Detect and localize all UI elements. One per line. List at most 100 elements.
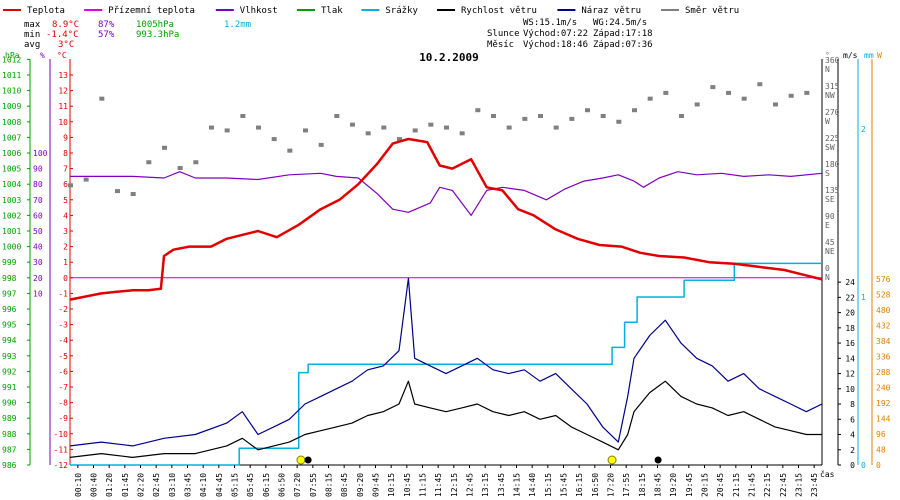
tick-direction-deg: 45 [825,238,835,247]
series-temperature [69,137,823,301]
stats-min-press: 993.3hPa [136,30,179,40]
tick-direction-dir: SE [825,195,835,204]
axis-label-rain: mm [864,51,874,60]
legend-label: Srážky [385,6,418,16]
tick-temp: 5 [63,196,68,205]
wind-direction-point [240,114,246,118]
wind-direction-point [397,137,402,142]
tick-time: 21:45 [748,473,757,497]
wind-direction-point [318,142,324,147]
tick-direction-deg: 180 [825,160,840,169]
wind-direction-point [412,128,418,133]
tick-time: 22:15 [763,473,772,497]
tick-direction-dir: N [825,273,830,282]
tick-radiation: 192 [876,399,891,408]
tick-pressure: 1005 [2,165,21,174]
tick-speed: 22 [845,293,855,302]
moonrise-marker [654,456,662,464]
legend-label: Náraz větru [581,6,641,16]
tick-temp: 1 [63,258,68,267]
wind-direction-point [177,166,183,170]
tick-direction-dir: NW [825,91,835,100]
tick-radiation: 288 [876,368,891,377]
tick-temp: -7 [58,383,68,392]
tick-radiation: 480 [876,306,891,315]
stats-max-press: 1005hPa [136,20,174,30]
wind-direction-point [741,96,747,101]
wind-direction-point [475,108,481,113]
stats-max-temp: 8.9°C [52,20,79,30]
wind-direction-point [585,108,590,113]
tick-speed: 6 [850,415,855,424]
tick-pressure: 1006 [2,149,21,158]
legend-label: Směr větru [685,6,739,16]
wind-direction-point [710,85,716,90]
stats-max-label: max [24,20,41,30]
wind-direction-point [287,148,293,153]
wind-direction-point [83,177,89,182]
tick-temp: 13 [58,71,68,80]
stats-rain: 1.2mm [224,20,251,30]
tick-temp: 0 [63,274,68,283]
tick-time: 17:20 [607,473,616,497]
wind-direction-point [616,119,622,124]
wind-direction-point [773,102,778,107]
wind-direction-point [350,122,355,127]
tick-pressure: 986 [2,461,17,470]
tick-pressure: 1011 [2,71,21,80]
tick-humidity: 80 [33,180,43,189]
wind-direction-point [115,189,120,194]
tick-time: 05:15 [231,473,240,497]
tick-time: 03:45 [184,473,193,497]
tick-direction-deg: 90 [825,212,835,221]
tick-time: 14:40 [528,473,537,497]
axis-label-direction: ° [825,51,830,60]
wind-direction-point [632,108,637,113]
tick-time: 08:45 [340,473,349,497]
tick-speed: 24 [845,278,855,287]
tick-pressure: 1002 [2,211,21,220]
tick-pressure: 989 [2,414,17,423]
tick-direction-deg: 270 [825,108,840,117]
wind-direction-point [303,128,308,133]
tick-time: 14:15 [513,473,522,497]
tick-humidity: 70 [33,196,43,205]
tick-time: 20:15 [701,473,710,497]
wind-ws: WS:15.1m/s [523,18,577,28]
tick-speed: 16 [845,339,855,348]
plot-area [68,82,823,466]
x-tick-labels: 00:10 00:40 01:20 01:45 02:20 02:45 03:10 03:45… [74,465,819,497]
stats-block: max 8.9°C 87% 1005hPa 1.2mm min -1.4°C 5… [24,20,251,50]
wind-direction-point [209,125,214,130]
tick-time: 23:15 [795,473,804,497]
tick-radiation: 144 [876,415,891,424]
series-precipitation [70,262,822,466]
tick-direction-deg: 315 [825,82,840,91]
tick-temp: -9 [58,414,68,423]
tick-radiation: 432 [876,322,891,331]
tick-time: 06:15 [262,473,271,497]
tick-humidity: 60 [33,211,43,220]
tick-radiation: 528 [876,291,891,300]
tick-humidity: 100 [33,149,48,158]
wind-direction-point [459,131,465,136]
tick-temp: 9 [63,133,68,142]
tick-radiation: 240 [876,384,891,393]
tick-time: 10:15 [387,473,396,497]
wind-direction-point [99,96,105,101]
tick-time: 07:20 [293,473,302,497]
tick-time: 19:45 [685,473,694,497]
tick-time: 12:15 [450,473,459,497]
wind-direction-point [538,114,543,118]
tick-pressure: 999 [2,258,17,267]
tick-time: 08:15 [325,473,334,497]
wind-wg: WG:24.5m/s [593,18,647,28]
wind-direction-point [663,90,669,95]
axis-label-radiation: W [877,51,882,60]
tick-humidity: 40 [33,243,43,252]
tick-radiation: 96 [876,430,886,439]
wind-direction-point [600,114,606,118]
tick-temp: 12 [58,87,68,96]
tick-temp: -8 [58,399,68,408]
